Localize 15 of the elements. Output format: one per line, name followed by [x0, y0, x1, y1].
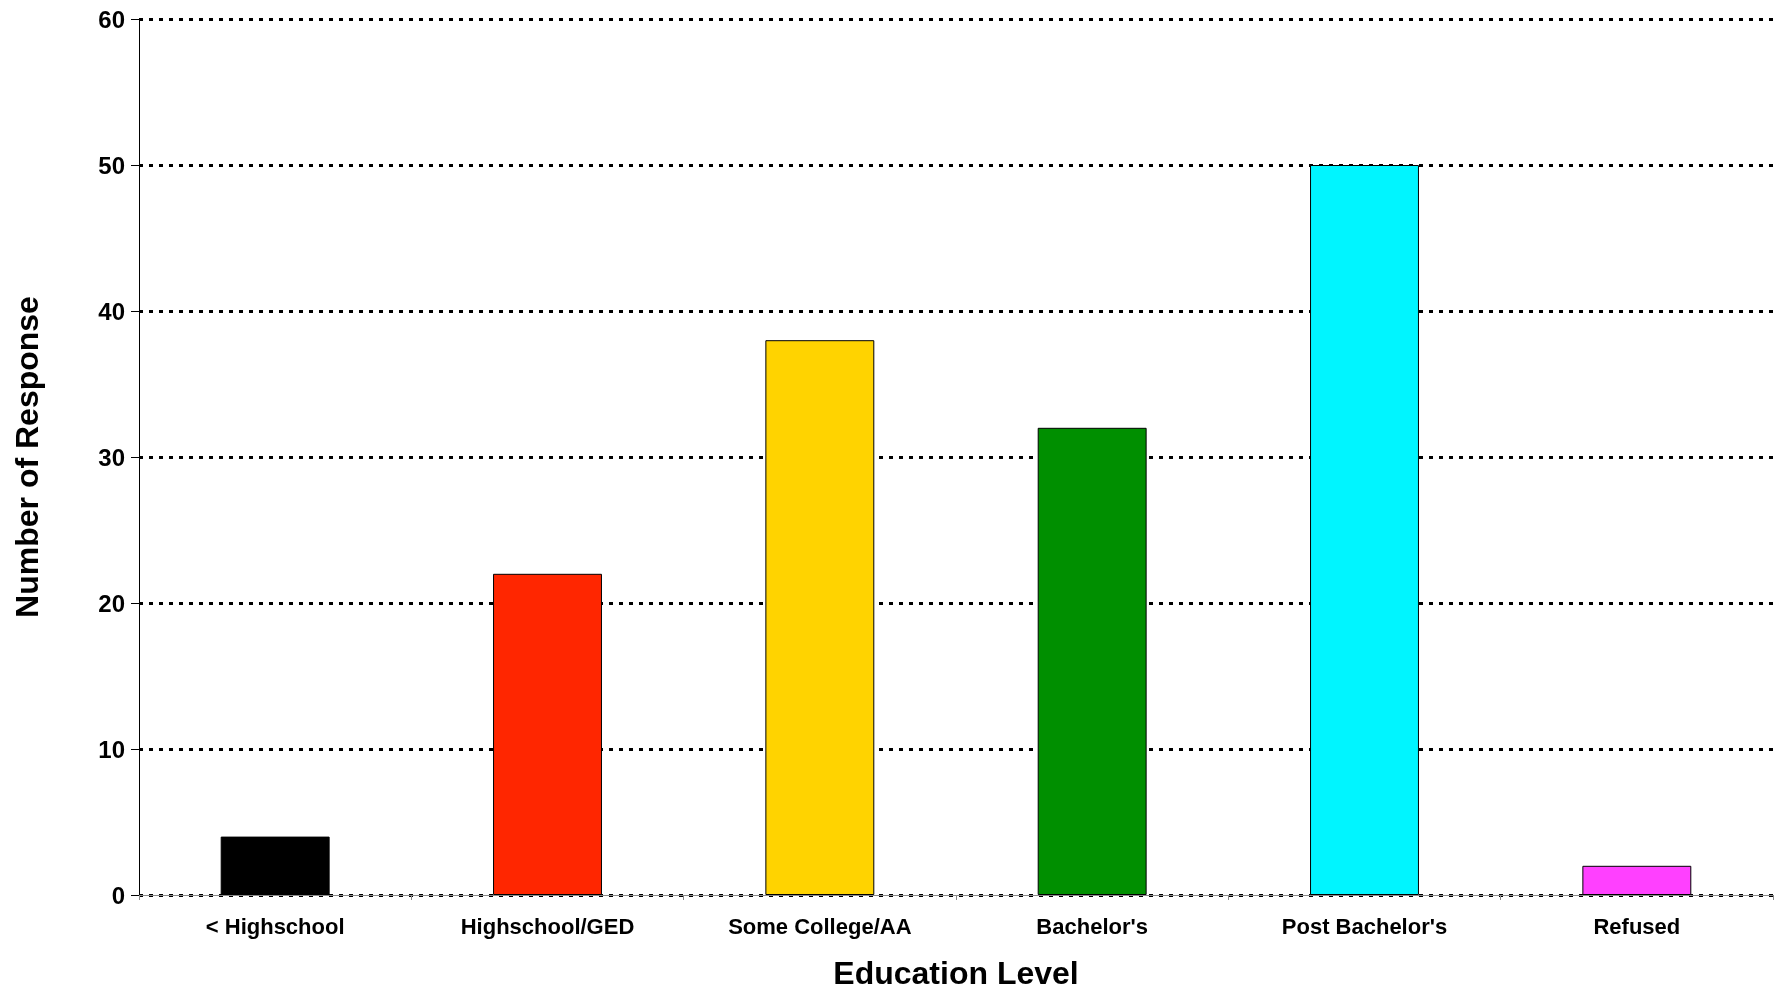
x-tick-label: < Highschool: [205, 913, 345, 939]
x-tick-label: Bachelor's: [1036, 913, 1148, 939]
y-tick-label: 40: [98, 297, 125, 325]
y-tick-label: 50: [98, 151, 125, 179]
y-tick-label: 10: [98, 735, 125, 763]
y-axis-title: Number of Response: [9, 296, 45, 618]
x-tick-label: Post Bachelor's: [1281, 913, 1448, 939]
y-tick-label: 30: [98, 443, 125, 471]
x-tick-label: Some College/AA: [728, 913, 912, 939]
x-tick-label: Highschool/GED: [460, 913, 635, 939]
y-tick-label: 20: [98, 589, 125, 617]
x-axis-title: Education Level: [833, 955, 1079, 991]
y-tick-label: 60: [98, 5, 125, 33]
y-tick-label: 0: [111, 881, 125, 909]
x-tick-label: Refused: [1593, 913, 1681, 939]
